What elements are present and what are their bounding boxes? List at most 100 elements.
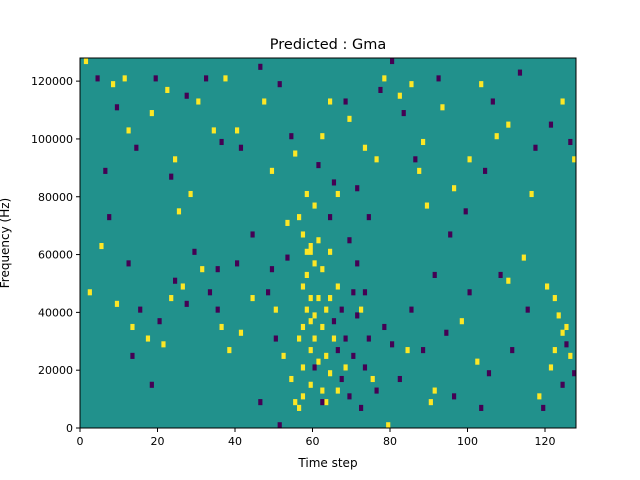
- heatmap-cell-low: [355, 185, 360, 192]
- heatmap-cell-low: [413, 156, 418, 163]
- heatmap-cell-low: [517, 69, 523, 76]
- heatmap-cell-low: [339, 306, 344, 313]
- heatmap-cell-low: [273, 335, 278, 342]
- heatmap-cell-low: [103, 167, 108, 174]
- heatmap-cell-low: [564, 341, 569, 348]
- heatmap-cell-high: [382, 75, 387, 82]
- heatmap-cell-high: [568, 352, 573, 359]
- heatmap-cell-low: [362, 364, 368, 371]
- heatmap-cell-low: [343, 98, 348, 105]
- heatmap-cell-high: [200, 266, 205, 273]
- heatmap-cell-high: [312, 260, 317, 267]
- heatmap-cell-low: [525, 306, 530, 313]
- heatmap-cell-high: [328, 295, 333, 302]
- heatmap-cell-high: [250, 295, 255, 302]
- heatmap-cell-high: [99, 243, 104, 250]
- heatmap-cell-high: [374, 156, 379, 163]
- y-tick-label: 20000: [38, 364, 73, 377]
- heatmap-cell-low: [339, 375, 344, 383]
- heatmap-cell-low: [351, 289, 356, 296]
- heatmap-cell-high: [560, 329, 565, 336]
- heatmap-cell-low: [250, 231, 255, 238]
- heatmap-cell-high: [421, 138, 426, 146]
- y-tick-label: 0: [66, 422, 73, 435]
- heatmap-cell-low: [184, 300, 189, 307]
- heatmap-cell-low: [347, 237, 352, 244]
- heatmap-cell-low: [448, 231, 453, 238]
- heatmap-cell-high: [308, 248, 313, 255]
- heatmap-cell-high: [564, 323, 569, 331]
- heatmap-cell-low: [215, 306, 220, 313]
- heatmap-cell-high: [122, 75, 127, 82]
- heatmap-cell-high: [475, 358, 480, 365]
- heatmap-cell-low: [173, 277, 178, 284]
- heatmap-cell-high: [300, 323, 306, 331]
- x-axis-label: Time step: [297, 456, 357, 470]
- heatmap-cell-high: [347, 115, 352, 122]
- heatmap-cell-low: [157, 318, 162, 325]
- heatmap-cell-high: [545, 283, 550, 290]
- heatmap-cell-high: [320, 266, 325, 273]
- y-axis: 0 20000 40000 60000 80000 100000 120000: [31, 75, 80, 435]
- heatmap-cell-low: [134, 144, 139, 151]
- heatmap-cell-high: [370, 375, 375, 383]
- heatmap-cell-high: [293, 399, 298, 406]
- plot-frame: [79, 57, 577, 429]
- heatmap-cell-high: [188, 190, 193, 198]
- heatmap-cell-high: [300, 393, 306, 400]
- heatmap-cell-low: [204, 75, 209, 82]
- heatmap-cell-low: [266, 289, 271, 296]
- heatmap-cell-high: [560, 98, 565, 105]
- heatmap-cell-high: [452, 185, 457, 192]
- heatmap-cell-high: [300, 231, 306, 238]
- heatmap-cell-high: [176, 208, 182, 215]
- heatmap-cells: [83, 58, 577, 429]
- heatmap-cell-high: [409, 81, 414, 88]
- heatmap-cell-low: [351, 352, 356, 359]
- heatmap-cell-low: [138, 306, 143, 313]
- heatmap-cell-high: [308, 347, 313, 354]
- heatmap-cell-high: [114, 300, 120, 307]
- heatmap-cell-low: [343, 335, 348, 342]
- heatmap-cell-low: [463, 208, 468, 215]
- heatmap-cell-low: [432, 271, 437, 278]
- y-axis-label: Frequency (Hz): [0, 198, 12, 289]
- heatmap-cell-high: [324, 352, 329, 359]
- heatmap-cell-low: [366, 214, 371, 221]
- heatmap-cell-high: [537, 393, 542, 400]
- heatmap-cell-high: [331, 335, 337, 342]
- heatmap-cell-high: [335, 283, 340, 290]
- heatmap-cell-high: [324, 399, 329, 406]
- x-tick-label: 0: [77, 435, 84, 448]
- heatmap-cell-high: [227, 347, 232, 354]
- x-tick-label: 100: [457, 435, 478, 448]
- heatmap-cell-high: [235, 127, 240, 134]
- heatmap-cell-high: [320, 387, 325, 394]
- heatmap-cell-high: [386, 422, 391, 429]
- heatmap-cell-low: [107, 214, 112, 221]
- heatmap-cell-high: [308, 295, 313, 302]
- heatmap-cell-high: [149, 110, 154, 117]
- heatmap-cell-high: [335, 190, 340, 198]
- heatmap-cell-high: [397, 92, 402, 99]
- heatmap-cell-low: [467, 289, 472, 296]
- heatmap-cell-low: [238, 144, 244, 151]
- heatmap-cell-low: [331, 179, 337, 186]
- heatmap-cell-high: [308, 318, 313, 325]
- heatmap-cell-high: [320, 323, 325, 331]
- heatmap-cell-low: [328, 214, 333, 221]
- heatmap-cell-high: [506, 277, 511, 284]
- heatmap-cell-low: [277, 422, 282, 429]
- heatmap-cell-high: [312, 312, 317, 319]
- heatmap-cell-high: [556, 312, 561, 319]
- heatmap-cell-high: [297, 214, 302, 221]
- heatmap-cell-high: [308, 381, 313, 388]
- heatmap-cell-low: [207, 289, 213, 296]
- x-tick-label: 40: [228, 435, 242, 448]
- heatmap-cell-high: [304, 271, 309, 278]
- heatmap-cell-low: [235, 260, 240, 267]
- heatmap-cell-low: [258, 399, 263, 406]
- heatmap-cell-high: [316, 358, 321, 365]
- heatmap-cell-high: [552, 295, 557, 302]
- heatmap-cell-high: [130, 323, 135, 331]
